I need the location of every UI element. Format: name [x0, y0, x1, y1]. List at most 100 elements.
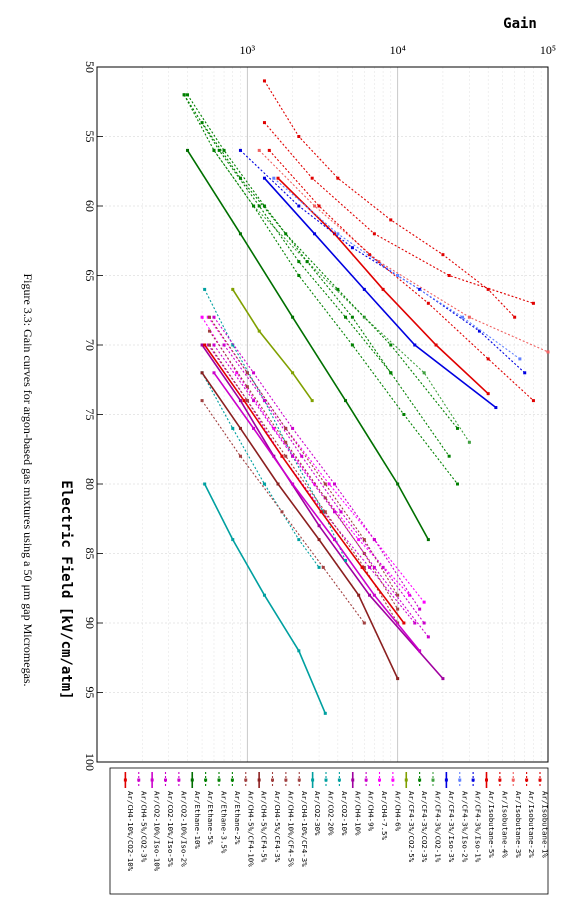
series-25 — [182, 93, 459, 486]
data-point — [531, 399, 535, 403]
data-point — [313, 482, 317, 486]
data-point — [418, 287, 422, 291]
series-line — [213, 344, 429, 638]
series-line — [213, 150, 470, 443]
data-point — [284, 232, 288, 236]
legend-item: Ar/CO2-10%/Iso-5% — [164, 772, 175, 867]
series-23 — [186, 93, 393, 375]
legend-item: Ar/CF4-3%/CO2-3% — [418, 772, 429, 863]
legend-item: Ar/Isobutane-4% — [498, 772, 509, 858]
series-line — [213, 316, 421, 610]
legend-item: Ar/Isobutane-1% — [538, 772, 550, 858]
legend-label: Ar/CH4-5%/CF4-5% — [260, 791, 269, 863]
series-5 — [238, 148, 527, 375]
x-tick-label: 90 — [83, 617, 97, 629]
legend-marker — [271, 778, 274, 782]
data-point — [297, 538, 301, 542]
data-point — [408, 593, 412, 597]
x-tick-label: 55 — [83, 131, 97, 143]
series-line — [273, 177, 521, 360]
data-point — [313, 204, 317, 208]
series-line — [258, 150, 549, 353]
series-17 — [203, 482, 327, 715]
data-point — [212, 371, 216, 375]
data-point — [323, 510, 327, 514]
data-point — [291, 454, 295, 458]
legend-label: Ar/CH4-10%/CF4-5% — [286, 791, 295, 867]
series-1 — [262, 121, 535, 305]
legend-marker — [525, 778, 529, 782]
data-point — [455, 426, 459, 430]
data-point — [418, 649, 422, 653]
legend-item: Ar/CO2-30% — [311, 772, 322, 836]
data-point — [362, 565, 366, 569]
data-point — [238, 454, 242, 458]
series-line — [183, 94, 458, 485]
data-point — [284, 440, 288, 444]
data-point — [389, 371, 393, 375]
data-point — [455, 482, 459, 486]
legend-label: Ar/Ethane-5% — [206, 791, 215, 845]
data-point — [310, 176, 314, 180]
data-point — [336, 287, 340, 291]
legend-marker — [297, 778, 301, 782]
data-point — [262, 204, 266, 208]
legend-label: Ar/CH4-6% — [393, 791, 402, 832]
series-line — [201, 122, 458, 429]
data-point — [336, 232, 340, 236]
legend-marker — [431, 778, 435, 782]
legend-item: Ar/CH4-10%/CF4-3% — [297, 772, 309, 867]
data-point — [396, 607, 400, 611]
data-point — [396, 274, 400, 277]
data-point — [245, 399, 249, 403]
data-point — [441, 677, 445, 681]
legend-label: Ar/CO2-30% — [313, 791, 322, 836]
series-line — [263, 177, 497, 409]
data-point — [280, 454, 284, 458]
legend-label: Ar/CH4-9% — [367, 791, 376, 832]
legend-item: Ar/CO2-10% — [337, 772, 349, 836]
series-line — [203, 483, 327, 714]
series-layer — [182, 79, 550, 715]
legend-item: Ar/CH4-10%/CF4-5% — [284, 772, 295, 867]
legend-label: Ar/CO2-10%/Iso-5% — [166, 791, 175, 867]
x-tick-label: 80 — [83, 478, 97, 490]
legend-label: Ar/CH4-5%/CF4-10% — [246, 791, 255, 867]
x-tick-label: 100 — [83, 753, 97, 771]
legend-label: Ar/CF4-3%/Iso-1% — [474, 791, 483, 863]
series-15 — [203, 287, 348, 562]
data-point — [372, 593, 376, 597]
series-11 — [206, 315, 426, 604]
data-point — [523, 371, 527, 375]
data-point — [257, 329, 261, 333]
series-line — [207, 316, 425, 603]
data-point — [262, 79, 266, 83]
legend-marker — [404, 778, 408, 782]
data-point — [323, 496, 327, 500]
legend-label: Ar/CO2-10% — [340, 791, 349, 836]
series-line — [201, 372, 399, 679]
data-point — [257, 204, 261, 208]
data-point — [362, 287, 366, 291]
data-point — [336, 176, 340, 180]
data-point — [332, 510, 336, 514]
legend-label: Ar/CF4-3%/Iso-2% — [460, 791, 469, 863]
series-line — [187, 94, 392, 374]
series-line — [207, 344, 416, 624]
legend-label: Ar/Ethane-10% — [193, 791, 202, 849]
series-18 — [207, 315, 400, 597]
legend-item: Ar/CF4-3%/Iso-3% — [444, 772, 456, 863]
data-point — [272, 426, 276, 430]
data-point — [323, 711, 327, 715]
legend-item: Ar/CH4-10% — [351, 772, 362, 836]
legend-item: Ar/CH4-10%/CO2-10% — [123, 772, 135, 872]
legend-marker — [498, 778, 502, 782]
series-line — [201, 316, 410, 596]
data-point — [252, 426, 256, 430]
series-6 — [272, 176, 522, 361]
legend-item: Ar/CO2-10%/Iso-2% — [177, 772, 188, 867]
data-point — [531, 301, 535, 305]
data-point — [238, 148, 242, 152]
data-point — [267, 148, 271, 152]
